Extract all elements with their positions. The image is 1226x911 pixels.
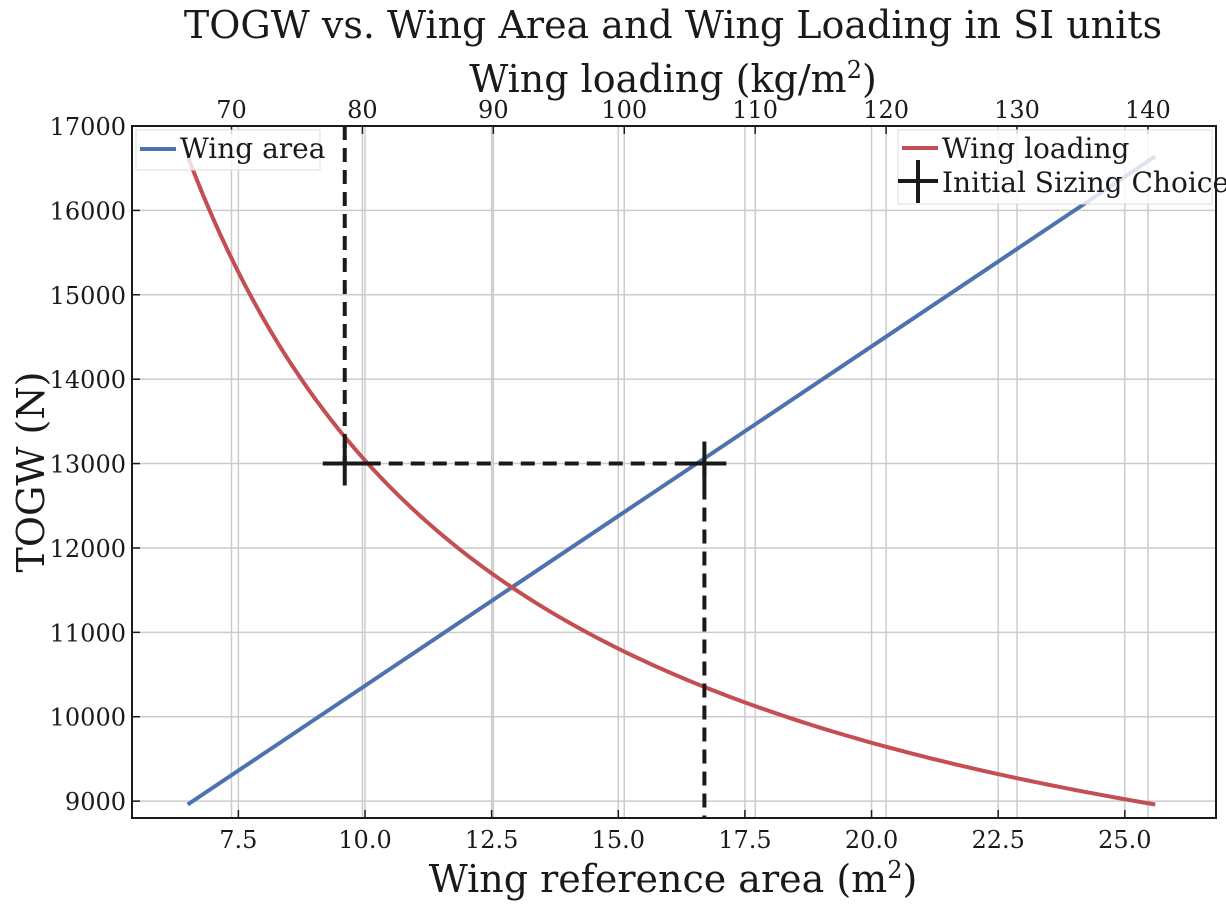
x-tick-label: 22.5	[971, 826, 1024, 854]
x-tick-label: 25.0	[1098, 826, 1151, 854]
top-axis-label-end: )	[862, 57, 877, 101]
x-axis-label-end: )	[902, 857, 917, 901]
series-layer	[185, 154, 1157, 807]
x-axis-label: Wing reference area (m2)	[429, 856, 918, 901]
y-tick-label: 13000	[50, 451, 126, 479]
y-tick-label: 9000	[65, 788, 126, 816]
legend-wing-loading-label: Wing loading	[942, 132, 1130, 165]
y-tick-label: 17000	[50, 113, 126, 141]
tick-layer: 7.5 10.0 12.5 15.0 17.5 20.0 22.5 25.0 70 80 90 100…	[50, 96, 1171, 854]
legend-sizing-marker-icon	[898, 160, 938, 203]
x2-tick-label: 110	[732, 96, 778, 124]
x-tick-label: 12.5	[465, 826, 518, 854]
legend-left: Wing area	[135, 129, 325, 171]
marker-layer	[322, 126, 727, 818]
x2-tick-label: 80	[347, 96, 378, 124]
x-tick-label: 7.5	[219, 826, 257, 854]
x2-tick-label: 140	[1125, 96, 1171, 124]
top-axis-label: Wing loading (kg/m2)	[469, 56, 877, 101]
x2-tick-label: 100	[601, 96, 647, 124]
x-tick-label: 17.5	[718, 826, 771, 854]
y-tick-label: 15000	[50, 282, 126, 310]
series-line-wing-loading	[185, 155, 1156, 807]
y-tick-label: 16000	[50, 197, 126, 225]
top-axis-label-sup: 2	[847, 56, 862, 84]
x-tick-label: 10.0	[338, 826, 391, 854]
x2-tick-label: 120	[863, 96, 909, 124]
y-axis-label: TOGW (N)	[9, 372, 53, 573]
series-line-wing-area	[186, 154, 1157, 807]
legend-sizing-choice-label: Initial Sizing Choice	[942, 166, 1226, 199]
x2-tick-label: 70	[216, 96, 247, 124]
chart-title: TOGW vs. Wing Area and Wing Loading in S…	[184, 3, 1162, 47]
y-tick-label: 10000	[50, 704, 126, 732]
legend-right-box	[897, 129, 1213, 205]
plot-frame	[131, 125, 1217, 819]
x-tick-label: 15.0	[592, 826, 645, 854]
y-tick-label: 11000	[50, 619, 126, 647]
x-axis-label-main: Wing reference area (m	[429, 857, 888, 901]
legend-wing-area-label: Wing area	[180, 132, 325, 165]
x2-tick-label: 130	[994, 96, 1040, 124]
x2-tick-label: 90	[478, 96, 509, 124]
grid-layer	[132, 126, 1216, 818]
x-axis-label-sup: 2	[887, 856, 902, 884]
y-tick-label: 14000	[50, 366, 126, 394]
y-tick-label: 12000	[50, 535, 126, 563]
x-tick-label: 20.0	[845, 826, 898, 854]
legend-right: Wing loading Initial Sizing Choice	[897, 129, 1226, 205]
top-axis-label-main: Wing loading (kg/m	[469, 57, 846, 101]
